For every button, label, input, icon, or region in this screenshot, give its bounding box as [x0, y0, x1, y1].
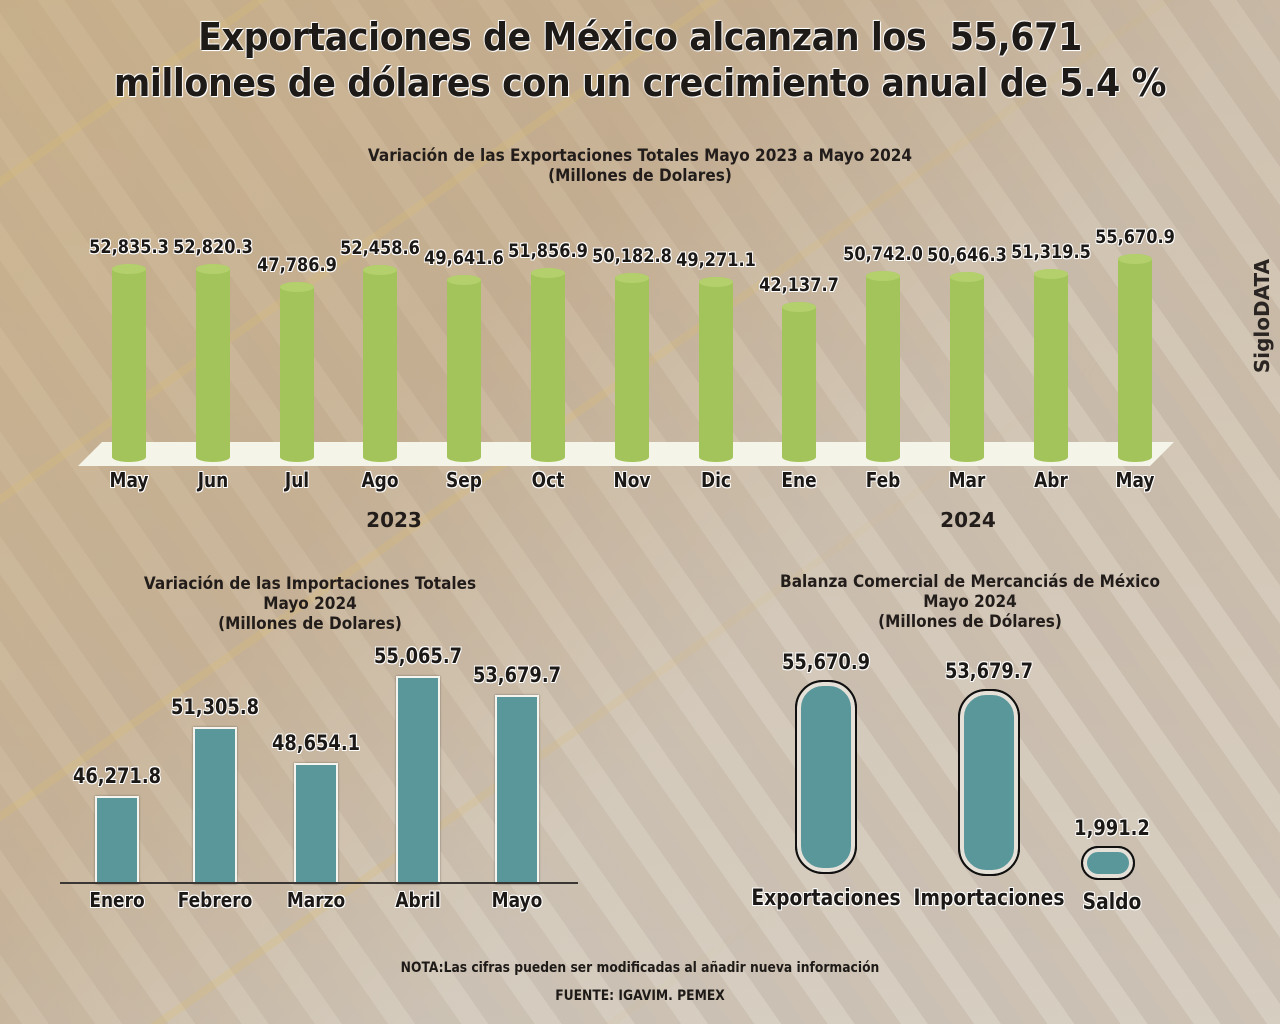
- balance-value-label-1: 53,679.7: [944, 658, 1034, 683]
- exports-chart-title: Variación de las Exportaciones Totales M…: [367, 146, 913, 166]
- export-value-label-10: 50,646.3: [927, 243, 1007, 266]
- export-bar-11: [1033, 269, 1068, 462]
- export-bar-8: [782, 302, 817, 462]
- import-bar-0: [95, 796, 139, 884]
- export-bar-5: [531, 267, 565, 462]
- export-bar-2: [279, 281, 314, 462]
- balance-chart-title: Balanza Comercial de Mercanciás de Méxic…: [780, 572, 1160, 592]
- export-category-label-10: Mar: [948, 468, 986, 492]
- main-title-line2: millones de dólares con un crecimiento a…: [113, 61, 1167, 105]
- export-value-label-4: 49,641.6: [424, 247, 505, 270]
- balance-chart-subtitle: (Millones de Dólares): [878, 612, 1062, 632]
- import-bar-1: [193, 727, 237, 884]
- balance-category-label-2: Saldo: [1082, 890, 1142, 915]
- import-bar-2: [294, 763, 338, 884]
- export-bar-7: [698, 276, 733, 462]
- year-label-2024: 2024: [940, 508, 996, 532]
- main-title: Exportaciones de México alcanzan los 55,…: [51, 14, 1229, 106]
- export-value-label-1: 52,820.3: [172, 236, 253, 259]
- export-category-label-6: Nov: [613, 468, 651, 492]
- imports-chart-title-block: Variación de las Importaciones Totales M…: [85, 574, 535, 634]
- imports-chart-title: Variación de las Importaciones Totales: [143, 574, 477, 594]
- balance-bar-1: [958, 688, 1020, 876]
- year-label-2023: 2023: [366, 508, 422, 532]
- export-category-label-9: Feb: [865, 468, 901, 492]
- import-category-label-0: Enero: [89, 888, 145, 912]
- export-value-label-6: 50,182.8: [591, 245, 672, 268]
- brand-siglodata: SigloDATA: [1250, 258, 1274, 374]
- import-category-label-3: Abril: [395, 888, 441, 912]
- balance-bar-2: [1081, 846, 1135, 880]
- export-category-label-4: Sep: [446, 468, 483, 492]
- balance-category-label-1: Importaciones: [913, 886, 1065, 911]
- export-value-label-2: 47,786.9: [256, 253, 337, 276]
- import-bar-4: [495, 694, 539, 884]
- export-bar-3: [363, 265, 398, 462]
- export-value-label-7: 49,271.1: [675, 248, 756, 271]
- main-title-line1: Exportaciones de México alcanzan los 55,…: [198, 15, 1082, 59]
- exports-chart-title-block: Variación de las Exportaciones Totales M…: [190, 146, 1090, 186]
- footer-source: FUENTE: IGAVIM. PEMEX: [555, 988, 725, 1004]
- exports-chart-subtitle: (Millones de Dolares): [548, 166, 732, 186]
- imports-chart-title-line2: Mayo 2024: [263, 594, 357, 614]
- export-value-label-11: 51,319.5: [1010, 241, 1091, 264]
- export-value-label-12: 55,670.9: [1094, 226, 1175, 248]
- export-category-label-12: May: [1115, 468, 1155, 492]
- export-category-label-11: Abr: [1033, 468, 1068, 492]
- export-category-label-0: May: [109, 468, 149, 492]
- footer-note: NOTA:Las cifras pueden ser modificadas a…: [400, 960, 880, 976]
- balance-value-label-2: 1,991.2: [1074, 816, 1150, 840]
- balance-bar-0: [795, 680, 857, 874]
- balance-category-label-0: Exportaciones: [751, 886, 901, 911]
- export-category-label-1: Jun: [197, 468, 229, 492]
- export-bar-1: [195, 264, 230, 462]
- balance-value-label-0: 55,670.9: [781, 650, 871, 674]
- import-category-label-4: Mayo: [491, 888, 543, 912]
- import-value-label-2: 48,654.1: [271, 731, 361, 756]
- export-category-label-8: Ene: [781, 468, 818, 492]
- export-bar-9: [866, 271, 901, 462]
- export-value-label-0: 52,835.3: [89, 236, 169, 259]
- import-value-label-0: 46,271.8: [72, 764, 162, 788]
- import-value-label-3: 55,065.7: [373, 644, 463, 668]
- import-category-label-1: Febrero: [177, 888, 253, 912]
- import-category-label-2: Marzo: [286, 888, 346, 912]
- import-bar-3: [396, 676, 440, 884]
- export-bar-10: [950, 271, 984, 462]
- imports-chart-subtitle: (Millones de Dolares): [218, 614, 402, 634]
- export-category-label-2: Jul: [284, 468, 309, 492]
- balance-chart-title-block: Balanza Comercial de Mercanciás de Méxic…: [754, 572, 1186, 632]
- export-bar-6: [614, 273, 649, 462]
- import-value-label-1: 51,305.8: [170, 695, 260, 720]
- import-value-label-4: 53,679.7: [472, 662, 562, 687]
- export-value-label-9: 50,742.0: [843, 243, 924, 266]
- export-bar-4: [447, 275, 482, 462]
- export-category-label-3: Ago: [361, 468, 399, 492]
- export-category-label-5: Oct: [531, 468, 565, 492]
- export-value-label-3: 52,458.6: [340, 237, 421, 260]
- export-bar-0: [112, 264, 146, 462]
- export-value-label-8: 42,137.7: [759, 274, 840, 296]
- export-category-label-7: Dic: [700, 468, 731, 492]
- export-value-label-5: 51,856.9: [508, 239, 588, 262]
- export-bar-12: [1117, 254, 1152, 462]
- balance-chart-title-line2: Mayo 2024: [923, 592, 1017, 612]
- imports-chart-axis: [60, 882, 578, 884]
